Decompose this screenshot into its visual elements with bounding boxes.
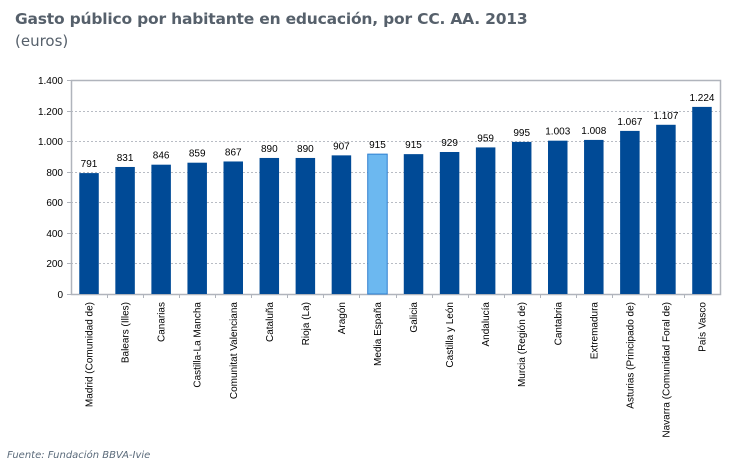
chart-subtitle: (euros)	[15, 32, 69, 50]
bar	[475, 147, 496, 294]
bar	[223, 161, 243, 294]
data-label: 995	[513, 128, 530, 139]
x-tick-label: Aragón	[337, 302, 348, 334]
y-tick-label: 600	[46, 198, 63, 209]
data-label: 859	[189, 149, 206, 160]
data-label: 1.003	[545, 127, 570, 138]
data-label: 959	[477, 133, 494, 144]
x-tick-label: Madrid (Comunidad de)	[85, 302, 96, 407]
bar	[187, 162, 207, 294]
bar	[656, 124, 676, 294]
y-tick-label: 1.000	[38, 137, 63, 148]
y-tick-label: 200	[46, 259, 63, 270]
x-tick-label: Murcia (Región de)	[517, 302, 528, 387]
x-tick-label: Cantabria	[553, 302, 564, 346]
bar	[584, 139, 604, 294]
bar	[151, 164, 171, 294]
data-label: 1.224	[689, 93, 714, 104]
x-tick-label: Cataluña	[265, 302, 276, 342]
x-tick-label: Media España	[373, 302, 384, 366]
bar	[403, 154, 424, 294]
data-label: 867	[225, 147, 242, 158]
x-axis: Madrid (Comunidad de) Balears (Illes) Cana…	[67, 294, 708, 438]
data-label: 846	[153, 151, 170, 162]
data-label: 907	[333, 141, 350, 152]
bar	[692, 106, 712, 294]
x-tick-label: Extremadura	[589, 302, 600, 360]
data-label: 915	[405, 140, 422, 151]
y-axis: 0 200 400 600 800 1.000 1.200 1.400	[38, 76, 71, 301]
bar	[79, 173, 99, 294]
bar	[115, 166, 135, 294]
bar-highlight	[367, 153, 388, 295]
data-label: 1.107	[653, 111, 678, 122]
bar	[511, 141, 532, 294]
x-tick-label: País Vasco	[697, 302, 708, 352]
data-label: 929	[441, 138, 458, 149]
y-tick-label: 1.400	[38, 76, 63, 87]
bar	[620, 130, 640, 294]
x-tick-label: Canarias	[157, 302, 168, 342]
chart-title: Gasto público por habitante en educación…	[15, 10, 528, 28]
data-label: 1.067	[617, 117, 642, 128]
x-tick-label: Andalucía	[481, 302, 492, 347]
x-tick-label: Castilla y León	[445, 302, 456, 368]
y-tick-label: 400	[46, 229, 63, 240]
x-tick-label: Comunitat Valenciana	[229, 302, 240, 400]
data-label: 890	[297, 144, 314, 155]
source-note: Fuente: Fundación BBVA-Ivie	[7, 450, 151, 461]
bars	[79, 106, 712, 295]
bar	[259, 157, 280, 294]
data-label: 915	[369, 140, 386, 151]
data-label: 1.008	[581, 126, 606, 137]
data-label: 890	[261, 144, 278, 155]
x-tick-label: Castilla-La Mancha	[193, 302, 204, 388]
y-tick-label: 800	[46, 168, 63, 179]
data-labels: 791 831 846 859 867 890 890 907 915 915 929 959 995 1…	[81, 93, 715, 170]
y-tick-label: 1.200	[38, 107, 63, 118]
x-tick-label: Rioja (La)	[301, 302, 312, 345]
x-tick-label: Galicia	[409, 302, 420, 333]
gridlines	[71, 111, 720, 264]
data-label: 791	[81, 159, 98, 170]
x-tick-label: Navarra (Comunidad Foral de)	[661, 302, 672, 438]
x-tick-label: Balears (Illes)	[121, 302, 132, 363]
bar	[548, 140, 568, 294]
data-label: 831	[117, 153, 134, 164]
y-tick-label: 0	[57, 290, 63, 301]
x-tick-label: Asturias (Principado de)	[625, 302, 636, 409]
bar	[295, 157, 316, 294]
bar	[331, 155, 352, 294]
bar	[439, 151, 460, 294]
